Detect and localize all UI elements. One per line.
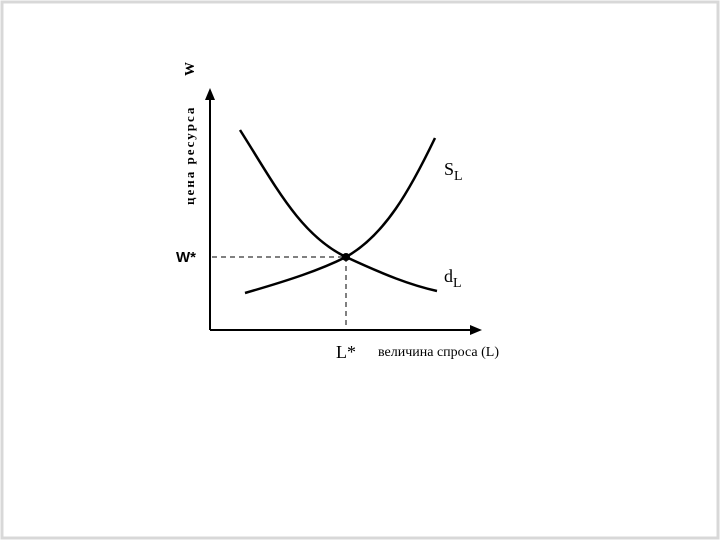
demand-curve: [238, 129, 438, 293]
equilibrium-point: [342, 253, 350, 261]
y-axis-label: цена ресурса: [182, 106, 197, 205]
y-arrow: [205, 88, 215, 100]
x-axis-label: величина спроса (L): [378, 345, 499, 360]
price-label: W*: [176, 249, 196, 266]
axes: [209, 96, 474, 331]
y-axis-symbol: W: [183, 62, 198, 76]
supply-main: S: [444, 159, 454, 179]
x-arrow: [470, 325, 482, 335]
supply-label: SL: [444, 159, 463, 184]
demand-main: d: [444, 266, 453, 286]
demand-sub: L: [453, 276, 462, 291]
demand-label: dL: [444, 266, 462, 291]
guides: [212, 256, 347, 330]
supply-sub: L: [454, 169, 463, 184]
quantity-label: L*: [336, 342, 356, 362]
